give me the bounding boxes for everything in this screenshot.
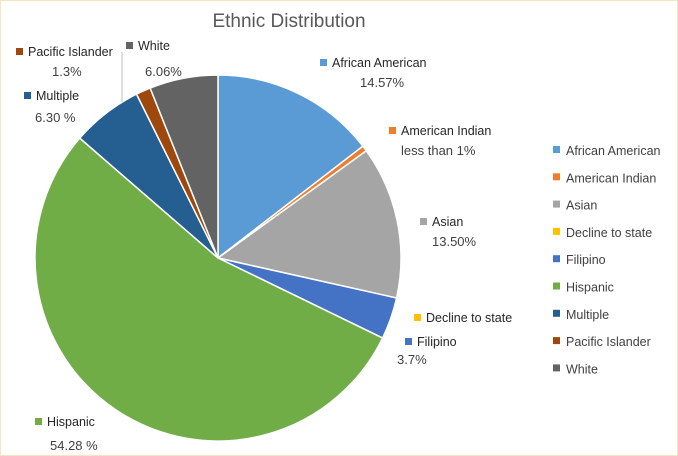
legend-swatch-filipino bbox=[553, 255, 560, 263]
legend-swatch-white bbox=[553, 364, 560, 372]
pie-slices bbox=[34, 74, 402, 442]
data-label-value-asian: 13.50% bbox=[432, 234, 477, 249]
data-label-name-decline-to-state: Decline to state bbox=[426, 311, 512, 325]
data-label-marker-pacific-islander bbox=[16, 48, 23, 55]
data-label-marker-filipino bbox=[405, 338, 412, 345]
data-label-name-multiple: Multiple bbox=[36, 89, 79, 103]
chart-title: Ethnic Distribution bbox=[212, 11, 365, 32]
data-label-value-multiple: 6.30 % bbox=[35, 110, 76, 125]
legend-label-multiple: Multiple bbox=[566, 308, 609, 322]
legend-label-african-american: African American bbox=[566, 144, 661, 158]
legend-label-pacific-islander: Pacific Islander bbox=[566, 335, 651, 349]
data-label-value-hispanic: 54.28 % bbox=[50, 438, 98, 453]
slice-african-american bbox=[217, 74, 364, 260]
legend-label-filipino: Filipino bbox=[566, 253, 606, 267]
legend-swatch-american-indian bbox=[553, 173, 560, 181]
data-label-value-american-indian: less than 1% bbox=[401, 143, 476, 158]
legend-label-asian: Asian bbox=[566, 199, 597, 213]
data-label-marker-white bbox=[126, 42, 133, 49]
data-label-marker-hispanic bbox=[35, 418, 42, 425]
legend-label-white: White bbox=[566, 362, 598, 376]
data-label-marker-multiple bbox=[24, 92, 31, 99]
data-label-name-african-american: African American bbox=[332, 56, 427, 70]
data-label-value-pacific-islander: 1.3% bbox=[52, 64, 82, 79]
legend-label-american-indian: American Indian bbox=[566, 171, 656, 185]
data-label-marker-decline-to-state bbox=[414, 314, 421, 321]
data-label-marker-asian bbox=[420, 218, 427, 225]
data-label-value-white: 6.06% bbox=[145, 64, 182, 79]
legend-swatch-decline-to-state bbox=[553, 227, 560, 235]
slice-white bbox=[149, 74, 219, 259]
data-label-value-filipino: 3.7% bbox=[397, 352, 427, 367]
legend-swatch-african-american bbox=[553, 146, 560, 153]
data-label-value-african-american: 14.57% bbox=[360, 75, 405, 90]
legend: African American American Indian Asian Decl… bbox=[553, 144, 661, 376]
legend-swatch-hispanic bbox=[553, 282, 560, 290]
data-label-name-filipino: Filipino bbox=[417, 335, 457, 349]
slice-hispanic bbox=[34, 137, 384, 442]
data-label-name-white: White bbox=[138, 39, 170, 53]
legend-label-hispanic: Hispanic bbox=[566, 281, 614, 295]
slice-asian bbox=[216, 149, 402, 299]
legend-label-decline-to-state: Decline to state bbox=[566, 226, 652, 240]
data-label-marker-american-indian bbox=[389, 127, 396, 134]
data-label-name-hispanic: Hispanic bbox=[47, 415, 95, 429]
legend-swatch-asian bbox=[553, 200, 560, 208]
legend-swatch-multiple bbox=[553, 309, 560, 317]
data-labels: African American 14.57% American Indian les… bbox=[16, 39, 512, 453]
data-label-name-pacific-islander: Pacific Islander bbox=[28, 45, 113, 59]
data-label-name-american-indian: American Indian bbox=[401, 124, 491, 138]
legend-swatch-pacific-islander bbox=[553, 337, 560, 345]
data-label-marker-african-american bbox=[320, 59, 327, 66]
data-label-name-asian: Asian bbox=[432, 215, 463, 229]
